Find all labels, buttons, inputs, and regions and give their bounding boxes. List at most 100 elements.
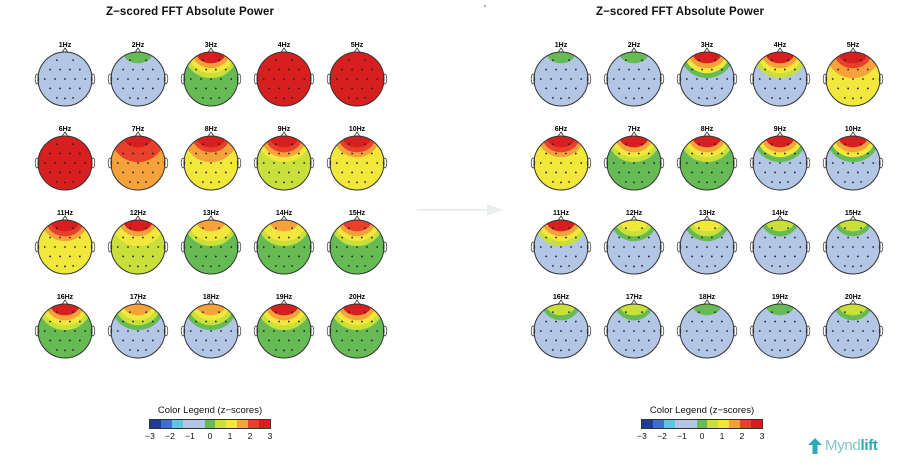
electrode-dot [297,68,300,71]
frequency-label: 5Hz [351,42,364,49]
electrode-dot [78,339,81,342]
electrode-dot [793,152,796,155]
electrode-dot [291,97,293,99]
ear-outline [878,241,884,253]
electrode-dot [774,255,777,258]
electrode-dot [779,349,781,352]
nose-outline [134,215,142,221]
electrode-dot [799,330,802,332]
legend-swatch [171,420,183,428]
electrode-dot [74,162,76,164]
electrode-dot [293,162,295,164]
electrode-dot [633,78,635,80]
ear-outline [163,241,169,253]
electrode-dot [262,246,265,248]
topomap: 8Hz [180,126,242,191]
electrode-dot [200,162,202,164]
electrode-dot [278,339,281,342]
electrode-dot [129,311,131,313]
electrode-dot [574,152,577,155]
electrode-dot [287,152,290,155]
frequency-label: 14Hz [772,210,789,217]
electrode-dot [360,320,363,323]
electrode-dot [574,320,577,323]
electrode-dot [698,97,700,99]
electrode-dot [570,246,572,248]
head-outline [679,219,735,275]
electrode-dot [550,330,552,332]
topomap: 7Hz [107,126,169,191]
electrode-dot [370,339,373,342]
ear-outline [530,157,536,169]
electrode-dot [366,78,368,80]
ear-outline [822,241,828,253]
electrode-dot [539,78,542,80]
electrode-dot [273,330,275,332]
electrode-dot [720,236,723,239]
ear-outline [805,73,811,85]
electrode-dot [580,78,583,80]
electrode-dot [764,236,767,239]
electrode-dot [691,171,694,174]
ear-outline [90,241,96,253]
electrode-dot [625,265,627,267]
electrode-dot [132,236,135,239]
electrode-dot [612,246,615,248]
electrode-dot [370,320,373,323]
electrode-dot [141,320,144,323]
topomap: 13Hz [180,210,242,275]
electrode-dot [698,349,700,351]
head-outline [183,303,239,359]
frequency-label: 20Hz [845,294,862,301]
electrode-dot [356,97,358,100]
electrode-dot [831,78,834,80]
electrode-dot [195,236,198,239]
electrode-dot [137,162,139,164]
electrode-dot [214,87,217,90]
electrode-dot [568,59,570,61]
electrode-dot [787,59,789,61]
electrode-dot [64,181,66,184]
electrode-dot [348,265,350,267]
stray-dot [484,5,486,7]
legend-swatch [237,420,249,428]
ear-outline [90,325,96,337]
electrode-dot [351,255,354,258]
electrode-dot [205,68,208,71]
head-outline [533,303,589,359]
head-outline [606,135,662,191]
electrode-dot [696,330,698,332]
panel-title: Z−scored FFT Absolute Power [595,6,765,18]
electrode-dot [151,255,154,258]
topomap: 3Hz [180,42,242,107]
electrode-dot [275,349,277,351]
electrode-dot [769,330,771,332]
electrode-dot [842,246,844,248]
frequency-label: 6Hz [59,126,72,133]
electrode-dot [701,152,704,155]
electrode-dot [72,311,74,313]
electrode-dot [633,330,635,332]
electrode-dot [771,143,773,146]
legend-tick-label: −1 [677,431,687,441]
electrode-dot [793,236,796,239]
frequency-label: 13Hz [699,210,716,217]
electrode-dot [275,143,277,146]
electrode-dot [714,143,716,146]
electrode-dot [78,236,81,239]
electrode-dot [291,349,293,351]
ear-outline [163,73,169,85]
electrode-dot [370,171,373,174]
ear-outline [732,325,738,337]
electrode-dot [637,236,640,239]
electrode-dot [545,152,548,155]
electrode-dot [268,339,271,342]
electrode-dot [758,330,761,332]
electrode-dot [720,255,723,258]
electrode-dot [210,78,212,80]
electrode-dot [346,78,348,80]
electrode-dot [348,97,350,99]
electrode-dot [59,236,62,239]
electrode-dot [303,330,306,332]
ear-outline [163,157,169,169]
